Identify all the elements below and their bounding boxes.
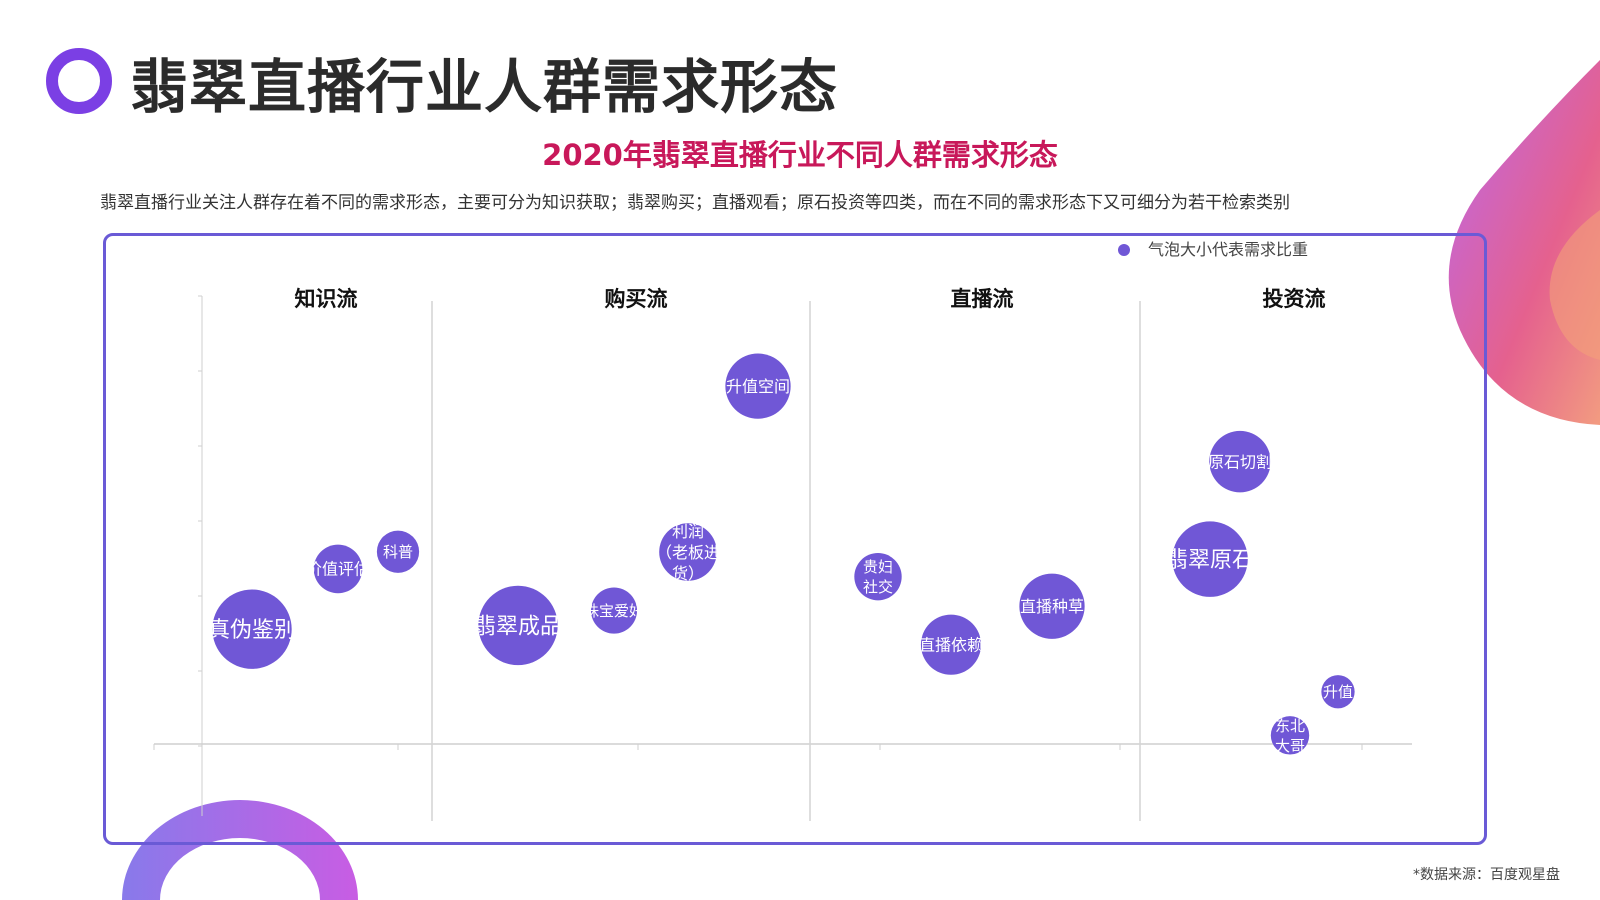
- bubble-label: 科普: [383, 543, 413, 561]
- bubble-label: 直播种草: [1020, 597, 1084, 616]
- decorative-arc-shape: [122, 800, 358, 900]
- group-title: 直播流: [951, 287, 1014, 311]
- chart-frame: 知识流 购买流 直播流 投资流 气泡大小代表需求比重真伪鉴别 价值评估 科普翡翠成品 珠宝爱好…: [103, 233, 1487, 845]
- bubble-label: 价值评估: [306, 560, 370, 579]
- bubble: [920, 614, 982, 675]
- bubble-label: 翡翠原石: [1166, 548, 1254, 573]
- bubble: [1172, 521, 1248, 597]
- bubble-label: 直播依赖: [919, 635, 983, 654]
- bubble: [1209, 430, 1271, 493]
- page-title: 翡翠直播行业人群需求形态: [130, 53, 839, 121]
- bubble-label: 翡翠成品: [474, 614, 562, 639]
- group-title: 购买流: [605, 287, 668, 311]
- bubble: [1019, 573, 1085, 639]
- bubble: [376, 530, 420, 573]
- title-ring-icon: [46, 48, 112, 114]
- bubble-label: 货）: [672, 564, 704, 583]
- bubble-label: 社交: [863, 578, 893, 596]
- group-title: 投资流: [1263, 287, 1326, 311]
- bubble: [313, 544, 363, 594]
- bubble-label: 珠宝爱好: [584, 602, 644, 620]
- source-note: *数据来源：百度观星盘: [1413, 867, 1560, 883]
- bubble: [854, 553, 902, 601]
- description-text: 翡翠直播行业关注人群存在着不同的需求形态，主要可分为知识获取；翡翠购买；直播观看…: [100, 193, 1290, 213]
- bubble-label: 升值: [1323, 683, 1353, 701]
- bubble: [1270, 716, 1310, 755]
- legend-marker: [1118, 244, 1130, 256]
- bubble-label: （老板进: [656, 543, 720, 562]
- bubble: [1321, 675, 1355, 709]
- bubble: [478, 585, 558, 666]
- group-title: 知识流: [295, 287, 358, 311]
- legend-label: 气泡大小代表需求比重: [1148, 240, 1308, 259]
- bubble-label: 原石切割: [1208, 452, 1272, 471]
- bubble: [212, 589, 292, 669]
- bubble: [725, 353, 791, 419]
- bubble-label: 东北: [1275, 717, 1305, 735]
- bubble: [659, 523, 717, 581]
- bubble-label: 升值空间: [726, 377, 790, 396]
- bubble-label: 贵妇: [863, 558, 893, 576]
- bubble: [590, 587, 638, 634]
- chart-title: 2020年翡翠直播行业不同人群需求形态: [542, 138, 1058, 172]
- bubble-label: 真伪鉴别: [208, 618, 296, 643]
- bubble-label: 大哥: [1275, 737, 1305, 755]
- bubble-label: 利润: [672, 522, 704, 541]
